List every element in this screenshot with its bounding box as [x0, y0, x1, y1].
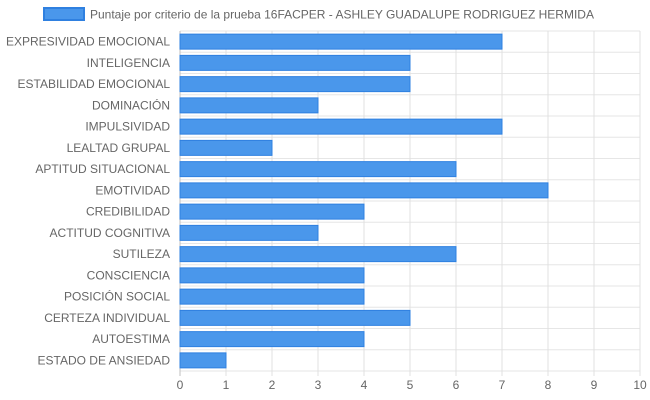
category-label: EMOTIVIDAD: [95, 183, 170, 197]
bar[interactable]: [179, 352, 227, 369]
x-axis-ticks: 0 1 2 3 4 5 6 7 8 9 10: [177, 378, 647, 392]
category-label: CREDIBILIDAD: [86, 205, 170, 219]
bar[interactable]: [179, 182, 549, 199]
x-tick-label: 3: [315, 378, 322, 392]
bar[interactable]: [179, 118, 503, 135]
category-label: APTITUD SITUACIONAL: [35, 162, 170, 176]
legend-series-label: Puntaje por criterio de la prueba 16FACP…: [90, 8, 594, 22]
category-label: SUTILEZA: [113, 247, 170, 261]
legend-swatch: [43, 7, 85, 21]
x-tick-label: 2: [269, 378, 276, 392]
bar[interactable]: [179, 161, 457, 178]
category-label: ACTITUD COGNITIVA: [50, 226, 170, 240]
x-tick-label: 10: [633, 378, 647, 392]
x-tick-label: 8: [545, 378, 552, 392]
category-label: INTELIGENCIA: [87, 56, 170, 70]
category-label: CONSCIENCIA: [87, 268, 170, 282]
category-label: POSICIÓN SOCIAL: [64, 289, 170, 304]
x-tick-label: 9: [591, 378, 598, 392]
category-label: DOMINACIÓN: [92, 97, 170, 112]
bars: [179, 33, 549, 369]
x-tick-label: 5: [407, 378, 414, 392]
bar[interactable]: [179, 97, 319, 114]
bar[interactable]: [179, 331, 365, 348]
category-label: LEALTAD GRUPAL: [67, 141, 171, 155]
bar[interactable]: [179, 288, 365, 305]
category-label: CERTEZA INDIVIDUAL: [44, 311, 170, 325]
category-label: ESTADO DE ANSIEDAD: [38, 353, 171, 367]
bar[interactable]: [179, 139, 273, 156]
category-label: ESTABILIDAD EMOCIONAL: [18, 77, 171, 91]
bar[interactable]: [179, 76, 411, 93]
x-tick-label: 7: [499, 378, 506, 392]
category-label: IMPULSIVIDAD: [85, 120, 170, 134]
bar[interactable]: [179, 203, 365, 220]
bar[interactable]: [179, 309, 411, 326]
category-label: AUTOESTIMA: [92, 332, 170, 346]
bar[interactable]: [179, 33, 503, 50]
bar[interactable]: [179, 54, 411, 71]
category-labels: EXPRESIVIDAD EMOCIONAL INTELIGENCIA ESTABI…: [6, 35, 170, 368]
legend[interactable]: Puntaje por criterio de la prueba 16FACP…: [43, 7, 594, 22]
bar[interactable]: [179, 224, 319, 241]
category-label: EXPRESIVIDAD EMOCIONAL: [6, 35, 170, 49]
bar[interactable]: [179, 246, 457, 263]
x-tick-label: 4: [361, 378, 368, 392]
x-tick-label: 6: [453, 378, 460, 392]
x-tick-label: 1: [223, 378, 230, 392]
x-tick-label: 0: [177, 378, 184, 392]
bar[interactable]: [179, 267, 365, 284]
